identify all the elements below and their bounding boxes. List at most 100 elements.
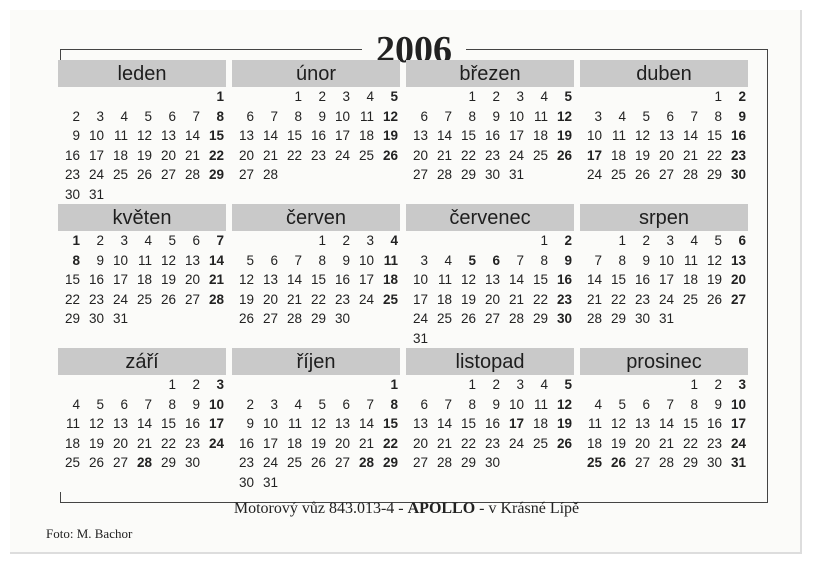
day: 9 (642, 252, 650, 268)
day: 8 (618, 252, 626, 268)
day-holiday: 29 (382, 455, 398, 470)
day: 15 (532, 272, 548, 287)
day: 30 (238, 474, 254, 490)
empty-cell (430, 87, 454, 107)
month-row: leden 1 2 3 4 5 6 7 8 9 10 11 12 13 14 15 16 17 18 19 20 21 22… (58, 60, 748, 204)
month-červenec: červenec 1 2 3 4 5 6 7 8 9 10 11 12 13 14 15 16 17 18 19 20 2… (406, 204, 574, 348)
day: 29 (64, 311, 80, 326)
empty-cell (280, 231, 304, 251)
day: 17 (508, 128, 524, 143)
day: 10 (262, 416, 278, 431)
day: 29 (460, 167, 476, 182)
empty-cell (256, 231, 280, 251)
day: 9 (192, 396, 200, 412)
day: 18 (136, 272, 152, 287)
day-holiday: 17 (208, 416, 224, 431)
day: 12 (310, 416, 326, 431)
month-name: prosinec (580, 348, 748, 375)
empty-cell (502, 231, 526, 251)
day-holiday: 8 (216, 108, 224, 124)
empty-cell (58, 87, 82, 107)
day: 28 (682, 167, 698, 182)
month-srpen: srpen 1 2 3 4 5 6 7 8 9 10 11 12 13 14 15 16 17 18 19 20 21 22… (580, 204, 748, 348)
day: 21 (508, 291, 524, 307)
day: 30 (484, 455, 500, 470)
day: 5 (714, 233, 722, 248)
day: 12 (610, 416, 626, 431)
day-holiday: 30 (730, 167, 746, 182)
day-holiday: 26 (382, 147, 398, 163)
day: 8 (690, 396, 698, 412)
day: 17 (658, 272, 674, 287)
day: 3 (96, 108, 104, 124)
day: 5 (618, 396, 626, 412)
empty-cell (130, 375, 154, 395)
day: 3 (594, 108, 602, 124)
day: 7 (444, 108, 452, 124)
day-holiday: 19 (556, 416, 572, 431)
day: 13 (160, 128, 176, 143)
month-days: 1 2 3 4 5 6 7 8 9 10 11 12 13 14 15 16 17 18 19 20 21 22 23 24 2… (232, 87, 400, 204)
day: 4 (144, 233, 152, 248)
day: 27 (238, 167, 254, 182)
empty-cell (232, 87, 256, 107)
day: 11 (533, 108, 548, 124)
day-holiday: 23 (556, 291, 572, 307)
day: 9 (492, 396, 500, 412)
day: 13 (484, 272, 500, 287)
day: 25 (136, 291, 152, 307)
day: 14 (508, 272, 524, 287)
month-days: 1 2 3 4 5 6 7 8 9 10 11 12 13 14 15 16 17 18 19 20 21 22 23 24 2… (232, 375, 400, 492)
empty-cell (304, 375, 328, 395)
day: 29 (160, 455, 176, 470)
day-holiday: 28 (208, 291, 224, 307)
day: 17 (412, 291, 428, 307)
day: 11 (437, 272, 452, 287)
day: 15 (286, 128, 302, 143)
day: 15 (610, 272, 626, 287)
month-row: září 1 2 3 4 5 6 7 8 9 10 11 12 13 14 15 16 17 18 19 20 21 22 2… (58, 348, 748, 492)
day-holiday: 2 (738, 89, 746, 104)
month-červen: červen 1 2 3 4 5 6 7 8 9 10 11 12 13 14 15 16 17 18 19 20 21 2… (232, 204, 400, 348)
day-holiday: 31 (730, 455, 746, 470)
day: 29 (610, 311, 626, 326)
day: 29 (706, 167, 722, 182)
day-holiday: 16 (556, 272, 572, 287)
day-holiday: 17 (508, 416, 524, 431)
day: 3 (516, 377, 524, 392)
day: 13 (262, 272, 278, 287)
day: 21 (286, 291, 302, 307)
day: 21 (262, 147, 278, 163)
day: 22 (160, 435, 176, 451)
day: 26 (310, 455, 326, 470)
day: 28 (286, 311, 302, 326)
day: 24 (88, 167, 104, 182)
day: 3 (666, 233, 674, 248)
day-holiday: 26 (556, 435, 572, 451)
month-name: duben (580, 60, 748, 87)
day: 1 (468, 377, 476, 392)
day: 5 (168, 233, 176, 248)
day: 10 (508, 396, 524, 412)
day-holiday: 5 (390, 89, 398, 104)
day-holiday: 6 (492, 252, 500, 268)
day: 8 (714, 108, 722, 124)
day-holiday: 19 (556, 128, 572, 143)
day: 27 (412, 455, 428, 470)
day: 15 (64, 272, 80, 287)
day: 14 (136, 416, 152, 431)
day-holiday: 30 (556, 311, 572, 326)
day: 22 (532, 291, 548, 307)
day: 6 (168, 108, 176, 124)
empty-cell (154, 87, 178, 107)
day: 13 (412, 128, 428, 143)
day: 19 (610, 435, 626, 451)
day-holiday: 9 (738, 108, 746, 124)
day: 30 (64, 186, 80, 202)
day-holiday: 5 (468, 252, 476, 268)
empty-cell (178, 87, 202, 107)
day: 9 (492, 108, 500, 124)
month-name: srpen (580, 204, 748, 231)
month-days: 1 2 3 4 5 6 7 8 9 10 11 12 13 14 15 16 17 18 19 20 21 22 23 24 2… (58, 231, 226, 348)
day: 13 (334, 416, 350, 431)
